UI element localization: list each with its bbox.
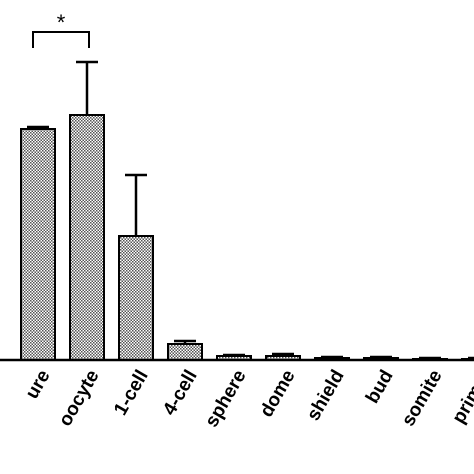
x-tick-label: bud (362, 367, 398, 408)
significance-bracket (32, 31, 90, 48)
bar (69, 114, 105, 361)
significance-label: * (57, 10, 66, 35)
x-tick-label: oocyte (55, 367, 104, 431)
bar (20, 128, 56, 361)
x-tick-label: somite (398, 367, 447, 431)
x-tick-label: 1-cell (110, 367, 152, 420)
x-tick-label: ure (22, 367, 55, 403)
x-tick-label: 4-cell (159, 367, 201, 420)
bar (118, 235, 154, 361)
x-tick-label: shield (303, 367, 349, 425)
x-tick-label: dome (256, 367, 300, 421)
bar (167, 343, 203, 361)
x-tick-label: sphere (201, 367, 250, 431)
x-tick-label: prim-5 (448, 366, 474, 427)
